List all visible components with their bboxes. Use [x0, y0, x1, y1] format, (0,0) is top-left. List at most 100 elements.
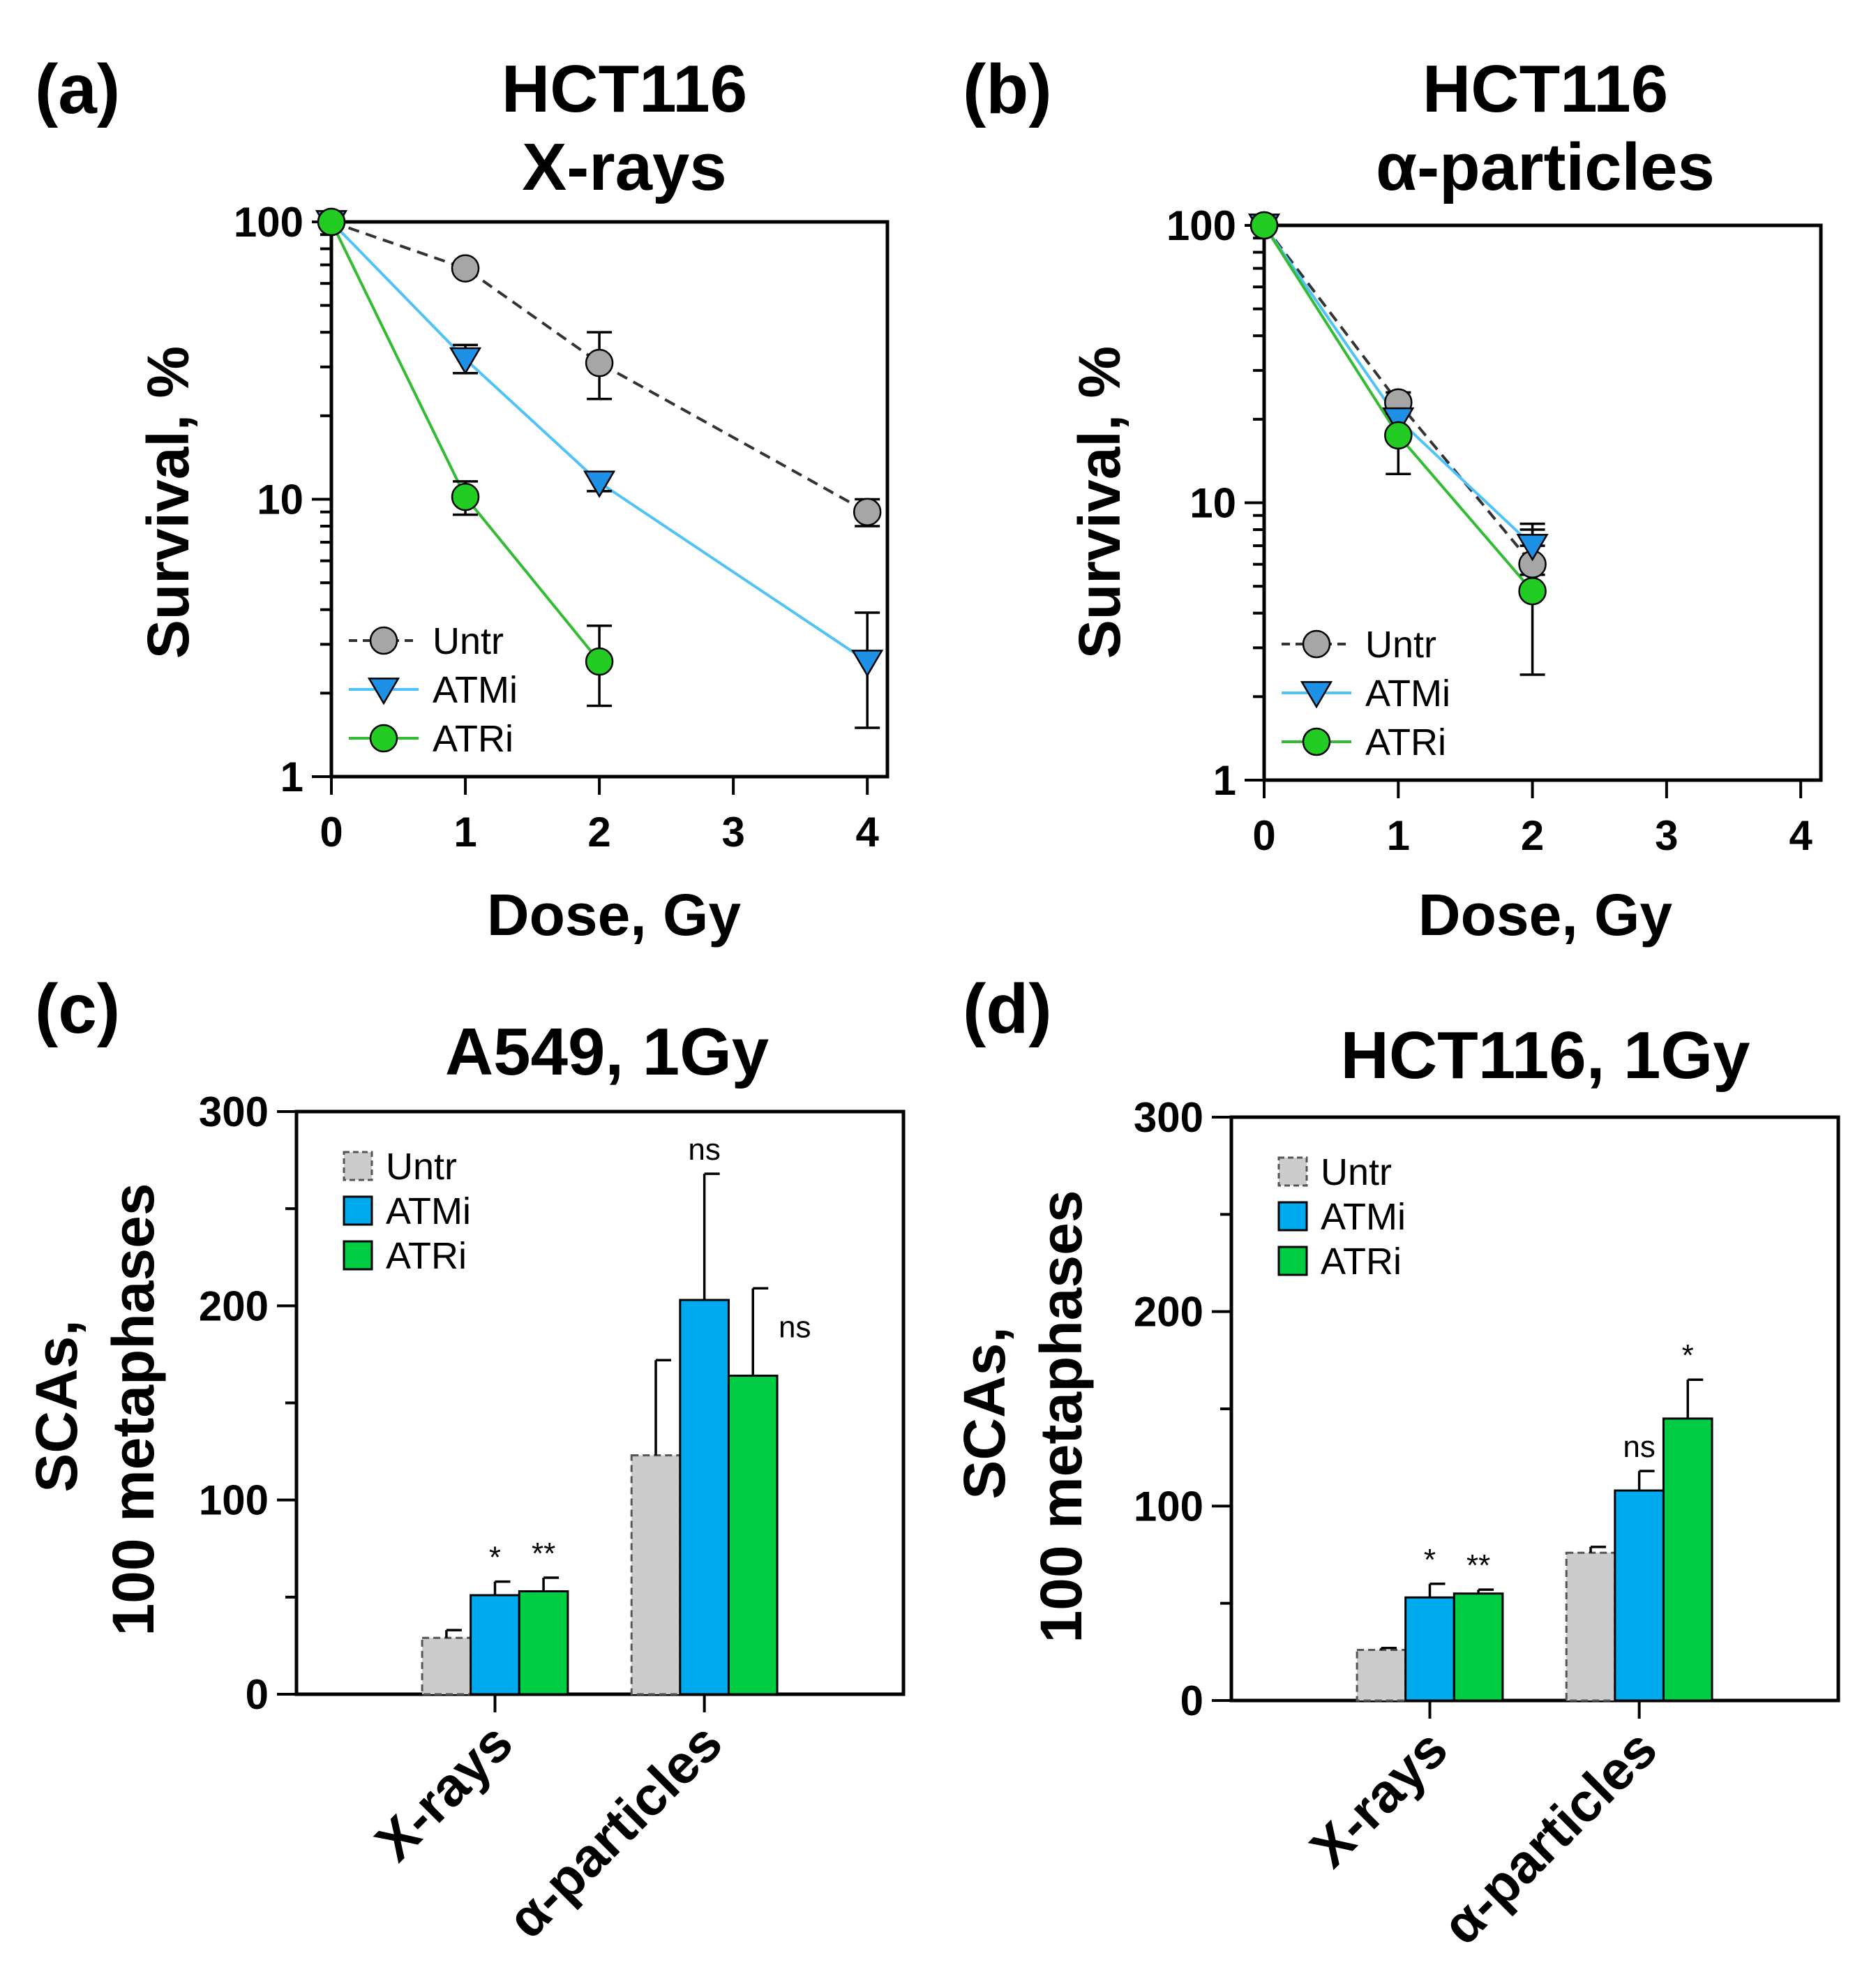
b-y-tick-label: 10 [1189, 480, 1236, 527]
d-category-label: X-rays [1298, 1718, 1459, 1879]
panel-c: (c) A549, 1Gy SCAs, 100 metaphases 0 100 2… [24, 970, 906, 1950]
b-point-atri [1384, 421, 1413, 450]
d-bar-untr [1565, 1551, 1616, 1702]
c-bar-untr [630, 1454, 682, 1696]
panel-b-title: HCT116 [1423, 52, 1668, 126]
a-legend-marker-untr [369, 626, 398, 655]
d-bar-atmi [1614, 1489, 1665, 1702]
d-category-label: α-particles [1430, 1718, 1668, 1956]
b-point-atmi [1382, 407, 1415, 435]
a-y-tick-label: 1 [280, 754, 303, 800]
c-significance-label: ns [688, 1133, 720, 1167]
d-significance-label: * [1682, 1338, 1694, 1373]
d-legend-swatch-untr [1277, 1156, 1308, 1187]
d-legend-label-atmi: ATMi [1321, 1196, 1406, 1238]
c-legend-label-atri: ATRi [386, 1235, 467, 1277]
a-legend-marker-atmi [367, 678, 400, 705]
a-point-untr [585, 348, 614, 378]
d-bar-untr [1356, 1649, 1407, 1702]
a-legend-marker-atri [369, 724, 398, 753]
panel-a-label: (a) [35, 50, 120, 128]
panel-d-ylabel-line1: SCAs, [952, 1326, 1017, 1499]
c-bar-atri [727, 1375, 779, 1696]
b-x-tick-label: 0 [1252, 812, 1275, 859]
c-bar-atri [518, 1590, 569, 1696]
panel-b-subtitle: α-particles [1376, 130, 1715, 204]
a-point-atmi [851, 650, 884, 678]
b-legend-marker-untr [1302, 629, 1331, 659]
b-x-tick-label: 4 [1789, 812, 1812, 859]
a-x-tick-label: 0 [320, 809, 343, 855]
a-x-tick-label: 2 [587, 809, 610, 855]
b-legend-marker-atri [1302, 727, 1331, 756]
a-x-tick-label: 4 [856, 809, 880, 855]
c-category-label: X-rays [363, 1712, 525, 1873]
b-legend-label-atri: ATRi [1365, 722, 1446, 763]
d-legend-label-untr: Untr [1321, 1151, 1392, 1193]
d-significance-label: * [1424, 1543, 1436, 1577]
panel-d-ylabel-line2: 100 metaphases [1028, 1190, 1094, 1643]
panel-d-title: HCT116, 1Gy [1341, 1018, 1750, 1093]
panel-c-title: A549, 1Gy [445, 1015, 769, 1089]
c-bar-atmi [679, 1299, 730, 1696]
c-y-tick-label: 100 [199, 1477, 269, 1524]
a-legend-label-atri: ATRi [433, 718, 513, 760]
c-legend-swatch-untr [343, 1151, 373, 1181]
panel-b-label: (b) [963, 50, 1052, 128]
d-y-tick-label: 100 [1134, 1483, 1203, 1530]
a-y-tick-label: 100 [234, 199, 303, 246]
c-legend-swatch-atmi [343, 1195, 373, 1226]
c-bar-untr [421, 1636, 472, 1696]
panel-c-ylabel-line1: SCAs, [24, 1320, 89, 1492]
d-bar-atmi [1404, 1596, 1455, 1702]
a-y-tick-label: 10 [257, 477, 303, 523]
panel-a-subtitle: X-rays [522, 130, 727, 204]
c-significance-label: ** [532, 1537, 555, 1571]
b-plot-frame [1262, 223, 1823, 782]
c-legend-swatch-atri [343, 1240, 373, 1271]
d-y-tick-label: 200 [1134, 1289, 1203, 1336]
panel-a-title: HCT116 [502, 52, 747, 126]
a-plot-frame [329, 220, 890, 779]
b-x-tick-label: 1 [1387, 812, 1410, 859]
a-point-atri [317, 207, 346, 237]
c-y-tick-label: 200 [199, 1283, 269, 1329]
b-point-atri [1518, 576, 1547, 606]
d-significance-label: ** [1466, 1548, 1490, 1583]
d-y-tick-label: 0 [1180, 1677, 1203, 1724]
b-y-tick-label: 1 [1213, 757, 1236, 804]
b-x-tick-label: 2 [1521, 812, 1544, 859]
d-legend-swatch-atri [1277, 1246, 1308, 1276]
c-significance-label: * [489, 1541, 501, 1575]
panel-b-xlabel: Dose, Gy [1418, 882, 1672, 948]
panel-d: (d) HCT116, 1Gy SCAs, 100 metaphases 0 10… [952, 970, 1840, 1956]
b-legend-label-atmi: ATMi [1365, 673, 1450, 715]
panel-c-label: (c) [35, 970, 120, 1048]
a-series-line-atri [330, 221, 601, 663]
c-category-label: α-particles [495, 1712, 733, 1950]
d-bar-atri [1662, 1417, 1713, 1702]
panel-d-label: (d) [963, 970, 1052, 1048]
a-point-atmi [583, 470, 616, 498]
b-point-atmi [1516, 534, 1549, 562]
c-legend-label-atmi: ATMi [386, 1190, 471, 1232]
b-legend-label-untr: Untr [1365, 624, 1436, 666]
a-point-atri [451, 482, 480, 511]
a-point-untr [451, 254, 480, 283]
c-y-tick-label: 0 [246, 1671, 269, 1718]
panel-a: (a) HCT116 X-rays Survival, % Dose, Gy 1… [35, 50, 890, 948]
a-point-atri [585, 647, 614, 676]
panel-c-ylabel-line2: 100 metaphases [100, 1183, 166, 1636]
panel-a-ylabel: Survival, % [135, 346, 201, 659]
c-y-tick-label: 300 [199, 1089, 269, 1135]
panel-a-xlabel: Dose, Gy [487, 882, 741, 948]
c-bar-atmi [470, 1594, 520, 1696]
a-series-line-atmi [330, 221, 869, 663]
panel-b: (b) HCT116 α-particles Survival, % Dose,… [963, 50, 1823, 948]
b-legend-marker-atmi [1300, 681, 1333, 709]
